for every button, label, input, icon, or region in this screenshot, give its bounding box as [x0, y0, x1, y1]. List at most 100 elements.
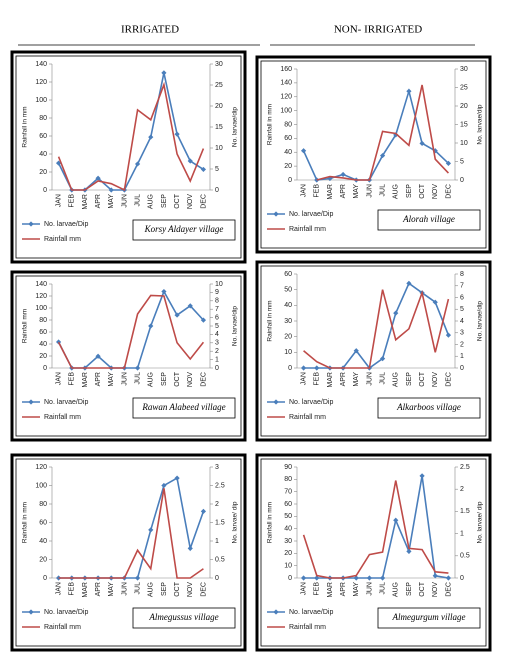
x-tick-label: APR	[95, 372, 102, 386]
legend-label: Rainfall mm	[289, 414, 326, 421]
legend-marker	[28, 221, 34, 227]
panel-border-inner	[260, 265, 487, 437]
legend-label: Rainfall mm	[44, 624, 81, 631]
y2-tick-label: 2.5	[460, 464, 470, 471]
point-marker	[187, 303, 193, 309]
x-tick-label: FEB	[69, 372, 76, 386]
y-tick-label: 30	[284, 538, 292, 545]
y2-tick-label: 4	[460, 318, 464, 325]
y2-tick-label: 8	[215, 298, 219, 305]
y2-tick-label: 2.5	[215, 482, 225, 489]
point-marker	[379, 356, 386, 362]
x-tick-label: SEP	[406, 184, 413, 198]
x-tick-label: JAN	[55, 194, 62, 207]
y-tick-label: 100	[280, 107, 292, 114]
y-tick-label: 80	[39, 317, 47, 324]
y-tick-label: 50	[284, 287, 292, 294]
village-box	[132, 607, 236, 629]
point-marker	[174, 475, 180, 481]
point-marker	[353, 575, 359, 581]
village-box	[132, 397, 236, 419]
x-tick-label: NOV	[432, 184, 439, 200]
x-tick-label: AUG	[393, 582, 400, 597]
point-marker	[314, 365, 320, 371]
y-tick-label: 140	[35, 61, 47, 68]
y-tick-label: 10	[284, 563, 292, 570]
y-tick-label: 0	[43, 575, 47, 582]
y-tick-label: 20	[284, 550, 292, 557]
x-tick-label: AUG	[148, 582, 155, 597]
x-tick-label: APR	[340, 582, 347, 596]
x-tick-label: MAR	[327, 582, 334, 598]
point-marker	[406, 88, 412, 94]
y2-tick-label: 2	[460, 341, 464, 348]
point-marker	[406, 280, 412, 286]
point-marker	[419, 140, 425, 146]
x-tick-label: JAN	[55, 582, 62, 595]
x-tick-label: DEC	[445, 184, 452, 199]
series-line	[302, 480, 449, 579]
x-tick-label: FEB	[314, 372, 321, 386]
y-tick-label: 60	[39, 329, 47, 336]
y-tick-label: 40	[284, 302, 292, 309]
point-marker	[200, 166, 207, 173]
y2-tick-label: 0	[460, 365, 464, 372]
panel-border	[10, 270, 247, 442]
point-marker	[393, 517, 399, 523]
village-box	[377, 397, 481, 419]
y2-tick-label: 0	[215, 365, 219, 372]
village-label: Korsy Aldayer village	[144, 224, 224, 234]
series-line	[303, 289, 450, 369]
y2-tick-label: 6	[460, 294, 464, 301]
series-line	[57, 72, 204, 191]
y2-axis-label: No. larvae/dip	[477, 104, 484, 144]
x-tick-label: OCT	[174, 581, 181, 597]
y-tick-label: 60	[284, 271, 292, 278]
legend-label: Rainfall mm	[289, 226, 326, 233]
y2-tick-label: 8	[460, 271, 464, 278]
x-tick-label: JUL	[379, 582, 386, 595]
x-tick-label: MAR	[327, 372, 334, 388]
point-marker	[161, 70, 167, 76]
y2-tick-label: 10	[215, 281, 223, 288]
y-tick-label: 120	[35, 293, 47, 300]
y-axis-label: Rainfall mm	[22, 309, 29, 343]
point-marker	[161, 288, 167, 295]
x-tick-label: AUG	[148, 372, 155, 387]
series-line	[57, 289, 205, 369]
village-label: Almegussus village	[148, 612, 218, 622]
panel-border	[255, 260, 492, 442]
y-tick-label: 0	[288, 177, 292, 184]
village-box	[132, 219, 236, 241]
y2-tick-label: 1.5	[215, 519, 225, 526]
legend-label: No. larvae/Dip	[44, 399, 88, 406]
legend-label: Rainfall mm	[44, 236, 81, 243]
x-tick-label: APR	[340, 184, 347, 198]
legend-label: No. larvae/Dip	[44, 609, 88, 616]
village-box	[377, 607, 481, 629]
y2-tick-label: 0	[215, 575, 219, 582]
panel-border	[10, 453, 247, 652]
x-tick-label: OCT	[419, 371, 426, 387]
x-tick-label: MAY	[353, 372, 360, 387]
panel-border-inner	[15, 458, 242, 647]
y2-tick-label: 0	[460, 177, 464, 184]
y2-tick-label: 1	[215, 538, 219, 545]
y-tick-label: 160	[280, 66, 292, 73]
y2-axis-label: No. larvae/ dip	[477, 501, 484, 543]
y-tick-label: 40	[39, 341, 47, 348]
point-marker	[393, 310, 399, 316]
point-marker	[134, 365, 141, 371]
y2-axis-label: No. larvae/dip	[232, 306, 239, 346]
y-tick-label: 60	[39, 133, 47, 140]
y2-axis-label: No. larvae/dip	[232, 107, 239, 147]
y-tick-label: 0	[43, 365, 47, 372]
point-marker	[379, 152, 386, 159]
legend-label: No. larvae/Dip	[44, 221, 88, 228]
x-tick-label: SEP	[161, 372, 168, 386]
x-tick-label: SEP	[406, 372, 413, 386]
x-tick-label: MAR	[327, 184, 334, 200]
y2-tick-label: 5	[215, 166, 219, 173]
x-tick-label: NOV	[432, 582, 439, 598]
village-label: Rawan Alabeed village	[141, 402, 225, 412]
